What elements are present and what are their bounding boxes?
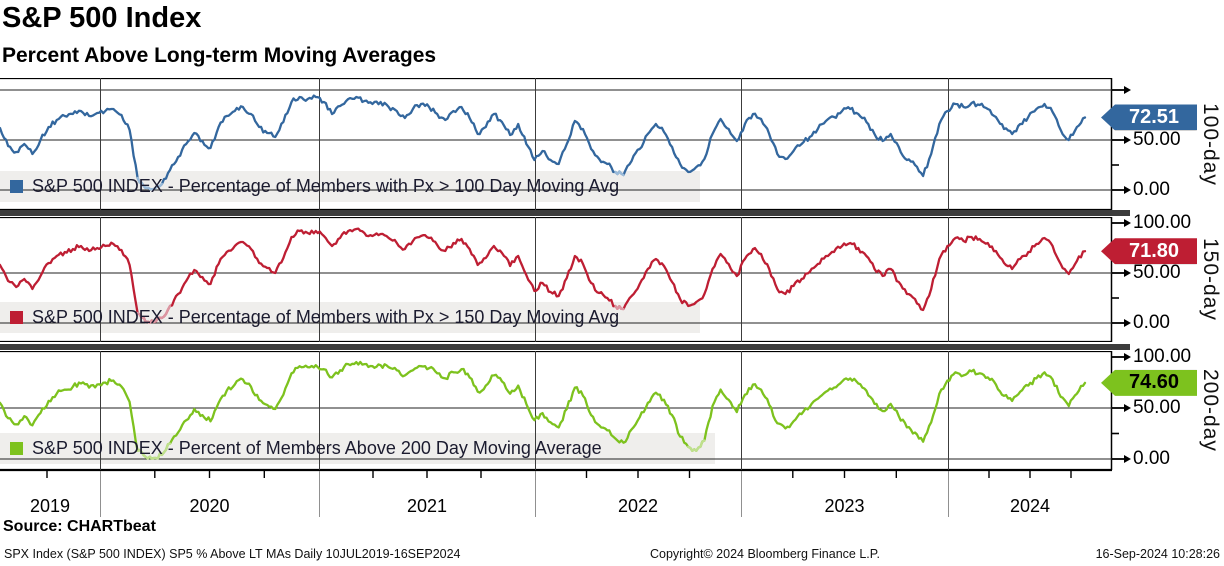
panel-separator — [0, 210, 1130, 216]
y-tick-label: 50.00 — [1133, 397, 1181, 418]
legend-swatch-icon — [10, 180, 23, 193]
legend-100day: S&P 500 INDEX - Percentage of Members wi… — [0, 171, 710, 202]
legend-label: S&P 500 INDEX - Percentage of Members wi… — [32, 307, 620, 327]
legend-label: S&P 500 INDEX - Percent of Members Above… — [32, 438, 602, 458]
chart-panel-200day[interactable]: S&P 500 INDEX - Percent of Members Above… — [0, 347, 1224, 470]
legend-label: S&P 500 INDEX - Percentage of Members wi… — [32, 176, 620, 196]
x-axis-year-label: 2024 — [1009, 496, 1051, 516]
footer-security-info: SPX Index (S&P 500 INDEX) SP5 % Above LT… — [4, 547, 461, 561]
last-value-tag: 72.51 — [1101, 104, 1197, 131]
page-subtitle: Percent Above Long-term Moving Averages — [2, 44, 437, 67]
last-value-label: 72.51 — [1128, 105, 1180, 128]
date-axis[interactable]: 2019 2020 2021 2022 2023 2024 — [0, 469, 1224, 518]
y-tick-label: 0.00 — [1133, 448, 1170, 469]
x-axis-year-label: 2023 — [824, 496, 865, 516]
right-axis-title: 100-day — [1199, 102, 1222, 186]
footer-timestamp: 16-Sep-2024 10:28:26 — [1095, 547, 1220, 561]
chart-panel-150day[interactable]: S&P 500 INDEX - Percentage of Members wi… — [0, 213, 1224, 342]
last-value-label: 71.80 — [1128, 239, 1180, 262]
x-axis-year-label: 2021 — [406, 496, 448, 516]
legend-background — [0, 302, 700, 333]
last-value-tag: 71.80 — [1101, 238, 1197, 265]
footer-copyright: Copyright© 2024 Bloomberg Finance L.P. — [650, 547, 880, 561]
x-axis-year-label: 2022 — [617, 496, 659, 516]
right-axis-title: 150-day — [1199, 238, 1222, 321]
legend-200day: S&P 500 INDEX - Percent of Members Above… — [0, 433, 725, 464]
y-tick-label: 0.00 — [1133, 312, 1170, 333]
x-axis-year-label: 2020 — [189, 496, 230, 516]
page-title: S&P 500 Index — [2, 2, 202, 34]
source-label: Source: CHARTbeat — [3, 518, 156, 535]
line-chart-200day — [0, 351, 1131, 470]
y-tick-label: 100.00 — [1133, 346, 1192, 367]
legend-150day: S&P 500 INDEX - Percentage of Members wi… — [0, 302, 710, 333]
legend-swatch-icon — [10, 311, 23, 324]
last-value-label: 74.60 — [1128, 371, 1180, 394]
legend-swatch-icon — [10, 442, 23, 455]
x-axis-year-label: 2019 — [29, 496, 71, 516]
right-axis-title: 200-day — [1199, 369, 1222, 452]
last-value-tag: 74.60 — [1101, 369, 1197, 396]
y-tick-label: 50.00 — [1133, 262, 1181, 283]
line-chart-150day — [0, 217, 1131, 342]
chart-panel-100day[interactable]: S&P 500 INDEX - Percentage of Members wi… — [0, 78, 1224, 210]
legend-background — [0, 171, 700, 202]
y-tick-label: 50.00 — [1133, 129, 1181, 150]
y-tick-label: 100.00 — [1133, 212, 1192, 233]
y-tick-label: 0.00 — [1133, 179, 1170, 200]
panel-separator — [0, 344, 1130, 350]
line-chart-100day — [0, 78, 1131, 210]
date-axis-ticks — [0, 469, 1112, 517]
